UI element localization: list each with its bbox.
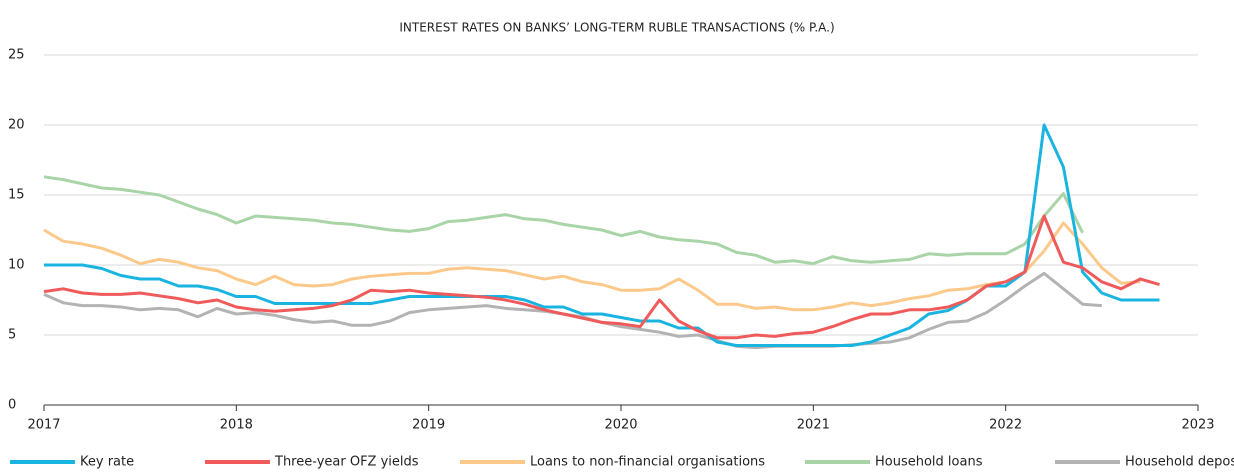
y-tick-label: 5 [8, 328, 16, 343]
legend-label: Key rate [80, 455, 134, 470]
y-tick-label: 10 [8, 258, 25, 273]
series-line [43, 221, 1141, 312]
y-tick-label: 25 [8, 48, 25, 63]
x-tick-label: 2019 [412, 418, 445, 433]
y-tick-label: 15 [8, 188, 25, 203]
x-tick-label: 2022 [989, 418, 1022, 433]
chart-title: INTEREST RATES ON BANKS’ LONG-TERM RUBLE… [399, 21, 834, 35]
legend-label: Household loans [875, 455, 983, 470]
series-line [43, 175, 1084, 266]
x-tick-label: 2020 [604, 418, 637, 433]
x-tick-label: 2021 [797, 418, 830, 433]
x-tick-label: 2017 [27, 418, 60, 433]
legend-label: Household deposits [1125, 455, 1234, 470]
series-line [43, 214, 1160, 340]
y-tick-label: 20 [8, 118, 25, 133]
y-tick-label: 0 [8, 398, 16, 413]
x-tick-label: 2018 [220, 418, 253, 433]
legend-label: Three-year OFZ yields [274, 455, 419, 470]
x-tick-label: 2023 [1181, 418, 1214, 433]
legend-label: Loans to non-financial organisations [530, 455, 765, 470]
